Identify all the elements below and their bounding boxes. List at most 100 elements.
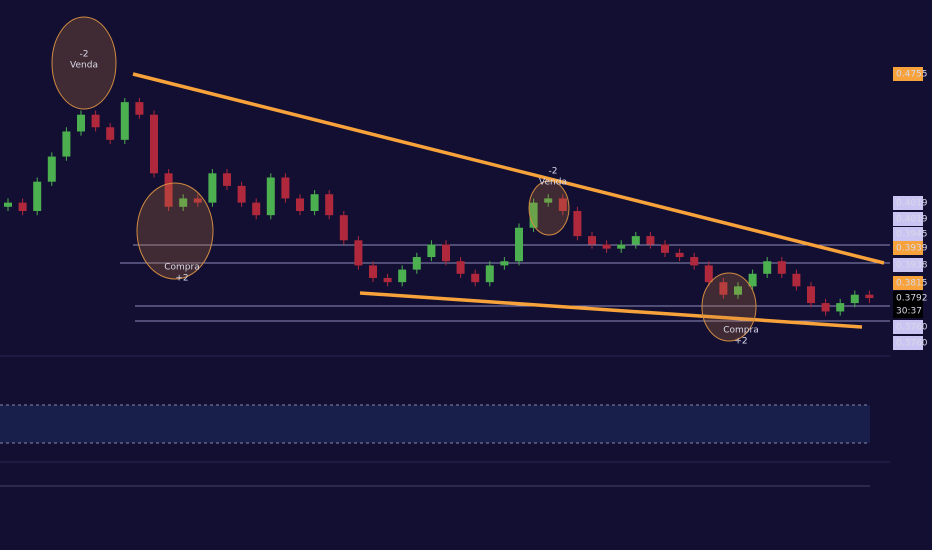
candle-body — [719, 282, 728, 295]
price-label: 0.3760 — [896, 339, 928, 349]
candle-body — [398, 269, 407, 283]
candle-body — [91, 114, 100, 128]
candle-body — [47, 156, 56, 182]
price-label: 0.3760 — [896, 323, 928, 333]
candle-body — [325, 194, 334, 216]
candle-body — [631, 236, 640, 245]
candle-body — [223, 173, 231, 186]
signal-circle — [701, 272, 757, 342]
candle-body — [412, 257, 421, 270]
signal-circle — [51, 16, 117, 110]
candle-body — [821, 303, 830, 312]
candle-body — [77, 114, 85, 132]
trend-line — [132, 72, 885, 265]
candle-body — [807, 286, 815, 304]
annotation-text: Compra — [723, 326, 759, 336]
price-label-box — [893, 304, 923, 318]
candle-body — [646, 236, 655, 245]
annotation-text: -2 — [80, 50, 89, 60]
candle-body — [442, 244, 450, 262]
price-label: 0.3939 — [896, 244, 928, 254]
trend-line — [359, 291, 863, 329]
price-label: 0.3945 — [896, 230, 928, 240]
price-label: 0.3792 — [896, 294, 928, 304]
candle-body — [529, 202, 538, 228]
price-label: 0.4019 — [896, 199, 928, 209]
candles — [4, 97, 874, 316]
candle-body — [471, 273, 480, 283]
candle-body — [763, 261, 772, 274]
price-label-box — [893, 67, 923, 81]
candle-body — [354, 240, 363, 266]
candle-body — [777, 261, 786, 274]
candle-body — [208, 173, 217, 203]
candle-body — [661, 244, 669, 253]
candle-body — [792, 273, 801, 287]
oscillator-band — [0, 405, 870, 443]
candle-body — [106, 127, 115, 140]
price-label-box — [893, 241, 923, 255]
candle-body — [135, 102, 144, 115]
candle-body — [193, 198, 202, 203]
candle-body — [617, 244, 626, 249]
candle-body — [164, 173, 173, 207]
candle-body — [690, 257, 699, 266]
annotation-text: Compra — [164, 263, 200, 273]
price-label-box — [893, 291, 923, 305]
price-label-box — [893, 196, 923, 210]
price-label-box — [893, 227, 923, 241]
annotation-text: Venda — [70, 61, 98, 71]
candle-body — [748, 273, 757, 287]
price-label: 0.4019 — [896, 215, 928, 225]
candle-body — [500, 261, 509, 266]
candle-body — [602, 244, 611, 249]
candle-body — [734, 286, 742, 295]
price-label: 30:37 — [896, 307, 922, 317]
candle-body — [573, 210, 582, 237]
price-label-box — [893, 336, 923, 350]
candle-body — [544, 198, 553, 203]
annotation-text: Venda — [539, 178, 567, 188]
price-label-box — [893, 320, 923, 334]
candle-body — [588, 236, 596, 245]
annotation-text: +2 — [734, 337, 747, 347]
candle-body — [310, 194, 319, 211]
candle-body — [704, 265, 713, 283]
candle-body — [865, 294, 874, 299]
candle-body — [339, 215, 348, 241]
candle-body — [33, 181, 42, 211]
candle-body — [456, 261, 465, 274]
candle-body — [296, 198, 304, 211]
price-label: 0.4755 — [896, 70, 928, 80]
candle-body — [369, 265, 377, 278]
candle-body — [836, 303, 845, 312]
candle-body — [4, 202, 12, 207]
price-label-box — [893, 276, 923, 290]
candle-body — [179, 198, 188, 207]
candle-body — [383, 277, 392, 283]
candle-body — [62, 131, 71, 157]
candle-body — [281, 177, 290, 199]
candle-body — [266, 177, 275, 216]
candle-body — [427, 244, 436, 258]
candle-body — [675, 252, 684, 258]
candle-body — [237, 185, 246, 203]
price-label: 0.3938 — [896, 261, 928, 271]
price-label-box — [893, 212, 923, 226]
signal-circle — [136, 182, 214, 280]
candle-body — [252, 202, 261, 216]
annotation-text: +2 — [175, 274, 188, 284]
candle-body — [485, 265, 494, 283]
candle-body — [850, 294, 859, 304]
price-label: 0.3815 — [896, 279, 928, 289]
price-labels: 0.4755 0.4019 0.4019 0.3945 0.3939 0.3938 0.38… — [893, 67, 928, 350]
signal-circle — [528, 180, 570, 236]
candle-body — [515, 227, 523, 262]
annotation-text: -2 — [549, 167, 558, 177]
candle-body — [120, 102, 129, 140]
candle-body — [18, 202, 27, 211]
price-label-box — [893, 258, 923, 272]
